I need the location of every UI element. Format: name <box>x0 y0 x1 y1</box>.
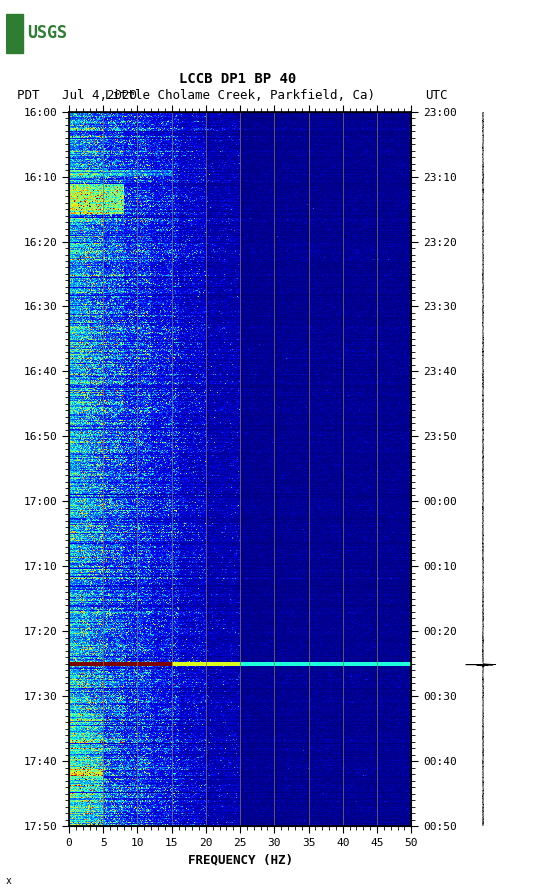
Text: Little Cholame Creek, Parkfield, Ca): Little Cholame Creek, Parkfield, Ca) <box>105 89 375 102</box>
FancyBboxPatch shape <box>6 13 23 53</box>
Text: PDT   Jul 4,2020: PDT Jul 4,2020 <box>17 89 136 102</box>
Text: LCCB DP1 BP 40: LCCB DP1 BP 40 <box>179 71 296 86</box>
Text: x: x <box>6 876 12 886</box>
X-axis label: FREQUENCY (HZ): FREQUENCY (HZ) <box>188 854 293 866</box>
Text: USGS: USGS <box>26 24 67 43</box>
Text: UTC: UTC <box>425 89 447 102</box>
